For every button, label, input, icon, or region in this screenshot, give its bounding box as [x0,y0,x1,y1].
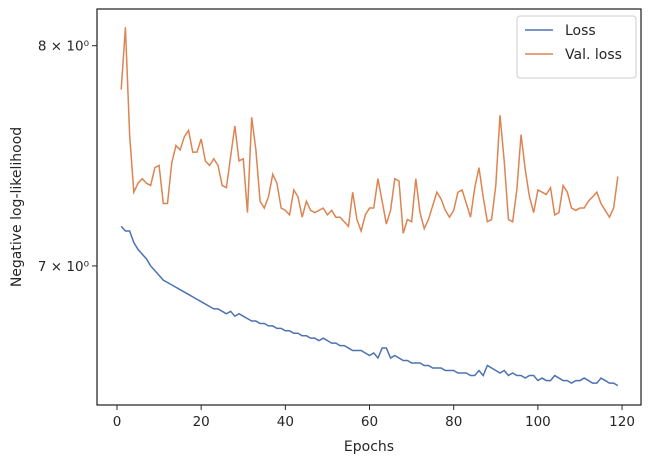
x-tick-label: 20 [193,414,210,430]
x-tick-label: 60 [361,414,378,430]
x-tick-label: 100 [525,414,551,430]
y-axis-label: Negative log-likelihood [9,127,25,287]
x-tick-label: 0 [113,414,122,430]
plot-frame [96,8,642,406]
legend-box [516,15,637,79]
y-tick-label: 8 × 10⁰ [38,39,89,55]
x-tick-label: 40 [277,414,294,430]
legend-label: Loss [565,23,596,39]
x-axis-label: Epochs [344,439,394,455]
x-tick-label: 80 [445,414,462,430]
x-tick-label: 120 [609,414,635,430]
line-series [120,225,619,387]
legend-label: Val. loss [565,47,622,63]
line-series [120,27,619,234]
y-tick-label: 7 × 10⁰ [38,259,89,275]
